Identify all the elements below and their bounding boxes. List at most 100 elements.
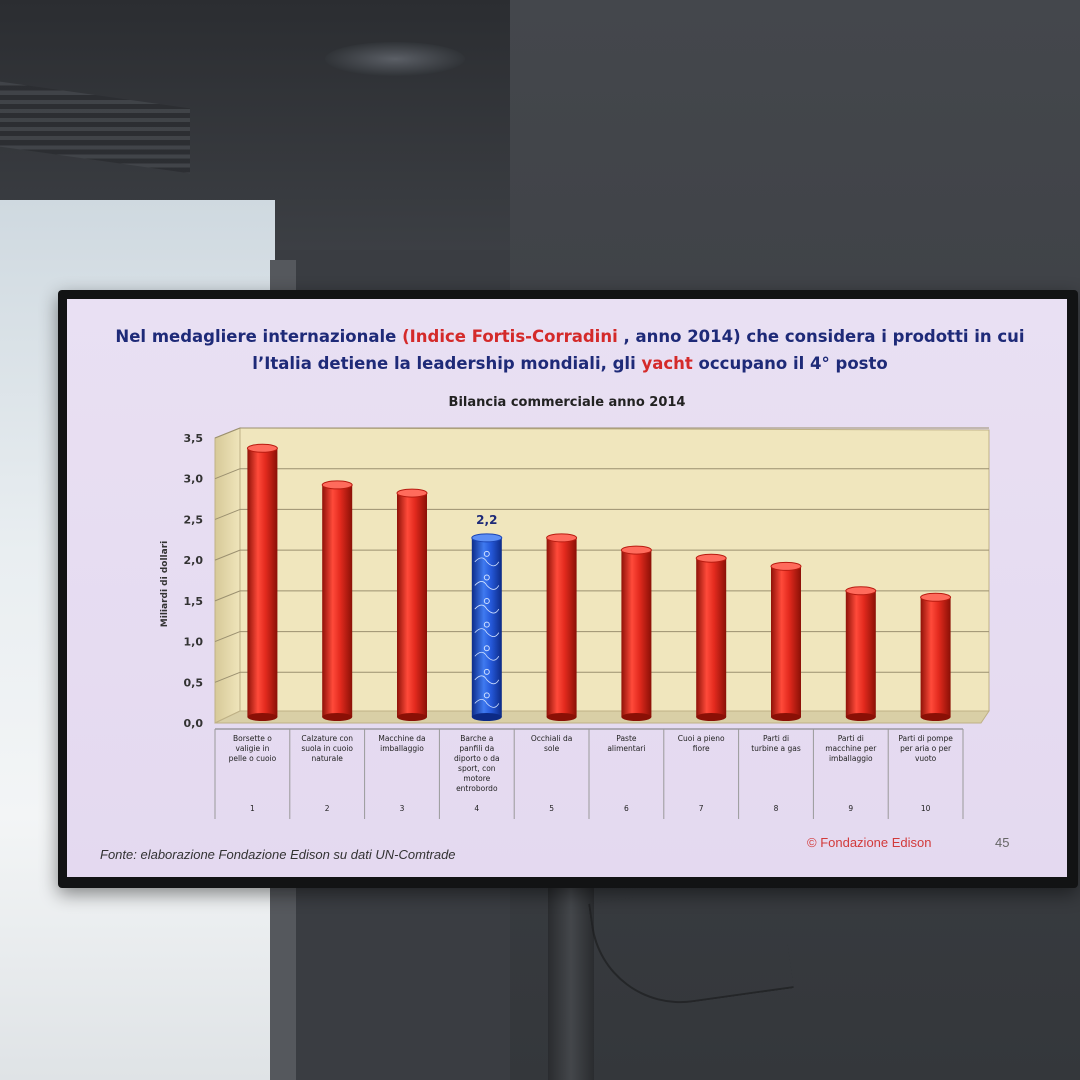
bar-pattern xyxy=(474,557,500,567)
category-label: Occhiali da xyxy=(531,734,573,743)
bar-base xyxy=(920,713,951,721)
category-label: sport, con xyxy=(458,764,496,773)
source-note: Fonte: elaborazione Fondazione Edison su… xyxy=(100,847,456,862)
category-rank: 1 xyxy=(250,804,255,813)
bar-base xyxy=(247,713,278,721)
gridline-side xyxy=(214,631,241,643)
category-rank: 6 xyxy=(624,804,629,813)
gridline-side xyxy=(214,468,241,480)
title-part-2: , anno 2014) che considera i prodotti in… xyxy=(617,327,1025,346)
category-label: suola in cuoio xyxy=(301,744,353,753)
chart-title: Bilancia commerciale anno 2014 xyxy=(448,395,686,410)
y-tick-label: 0,5 xyxy=(184,676,204,689)
bar-cap xyxy=(620,545,652,555)
bar-pattern xyxy=(474,628,500,638)
category-label: vuoto xyxy=(915,754,937,763)
y-tick-label: 0,0 xyxy=(184,717,204,730)
bar xyxy=(621,550,652,717)
bar-pattern xyxy=(483,692,490,699)
bar-base xyxy=(397,713,427,721)
bar xyxy=(322,484,353,717)
category-label: Macchine da xyxy=(378,734,425,743)
title-highlight-index: (Indice Fortis-Corradini xyxy=(402,327,618,346)
category-rank: 2 xyxy=(325,804,330,813)
category-label: panfili da xyxy=(459,744,494,753)
y-tick-label: 2,5 xyxy=(184,513,204,526)
plot-side-wall xyxy=(214,427,241,724)
bar-cap xyxy=(920,592,952,602)
slide-title: Nel medagliere internazionale (Indice Fo… xyxy=(85,323,1055,377)
title-part-1: Nel medagliere internazionale xyxy=(115,327,403,346)
category-label: motore xyxy=(463,774,490,783)
category-label: Parti di xyxy=(838,734,864,743)
category-label: Parti di xyxy=(763,734,789,743)
category-label: entrobordo xyxy=(456,784,498,793)
category-label: turbine a gas xyxy=(751,744,801,753)
title-line2-part-2: occupano il 4° posto xyxy=(692,354,888,373)
bar-base xyxy=(845,713,876,721)
category-label: imballaggio xyxy=(829,754,873,763)
category-rank: 7 xyxy=(699,804,704,813)
category-label: macchine per xyxy=(825,744,877,753)
category-label: pelle o cuoio xyxy=(229,754,277,763)
bar-pattern xyxy=(483,645,490,652)
bar-pattern xyxy=(474,604,500,614)
bar xyxy=(397,493,427,717)
ceiling-light xyxy=(325,42,465,76)
category-rank: 9 xyxy=(848,804,853,813)
bar-cap xyxy=(695,553,727,563)
bar-pattern xyxy=(483,668,490,675)
bar-pattern xyxy=(474,675,500,685)
bar-pattern xyxy=(483,621,490,628)
bar-base xyxy=(322,713,353,721)
bar-base xyxy=(621,713,652,721)
bar-cap xyxy=(845,586,877,596)
bar-pattern xyxy=(483,574,490,581)
category-label: per aria o per xyxy=(900,744,952,753)
gridline-side xyxy=(214,671,241,683)
category-label: valigie in xyxy=(235,744,269,753)
bar-pattern xyxy=(483,598,490,605)
category-label: diporto o da xyxy=(454,754,500,763)
bar-cap xyxy=(396,488,428,498)
category-rank: 4 xyxy=(474,804,479,813)
category-label: Borsette o xyxy=(233,734,272,743)
bar xyxy=(920,597,951,717)
category-label: naturale xyxy=(311,754,343,763)
bar-base xyxy=(771,713,801,721)
y-tick-label: 1,0 xyxy=(184,636,204,649)
bar-base xyxy=(471,713,502,721)
tv-stand xyxy=(548,885,594,1080)
bar xyxy=(771,566,801,717)
bar-cap xyxy=(546,533,578,543)
highlight-value-label: 2,2 xyxy=(476,513,497,527)
category-label: alimentari xyxy=(607,744,645,753)
bar-cap xyxy=(321,480,353,490)
bar xyxy=(546,537,577,717)
category-label: imballaggio xyxy=(380,744,424,753)
bar-pattern xyxy=(474,581,500,590)
category-label: sole xyxy=(544,744,560,753)
category-label: Calzature con xyxy=(301,734,353,743)
category-label: fiore xyxy=(693,744,710,753)
bar xyxy=(845,590,876,717)
y-tick-label: 2,0 xyxy=(184,554,204,567)
category-rank: 10 xyxy=(921,804,931,813)
category-label: Parti di pompe xyxy=(898,734,953,743)
gridline-side xyxy=(214,590,241,602)
title-highlight-yacht: yacht xyxy=(641,354,693,373)
bar-pattern xyxy=(483,550,490,557)
category-label: Paste xyxy=(616,734,637,743)
category-rank: 3 xyxy=(400,804,405,813)
bar-base xyxy=(546,713,577,721)
y-tick-label: 3,0 xyxy=(184,473,204,486)
plot-back-wall xyxy=(239,427,990,712)
slide-screen: Nel medagliere internazionale (Indice Fo… xyxy=(67,299,1067,877)
bar-cap xyxy=(770,561,802,571)
bar-cap xyxy=(246,443,278,453)
bar-cap xyxy=(471,533,503,543)
bar xyxy=(247,448,278,717)
y-tick-label: 3,5 xyxy=(184,432,204,445)
category-label: Barche a xyxy=(460,734,493,743)
page-number: 45 xyxy=(995,835,1010,850)
